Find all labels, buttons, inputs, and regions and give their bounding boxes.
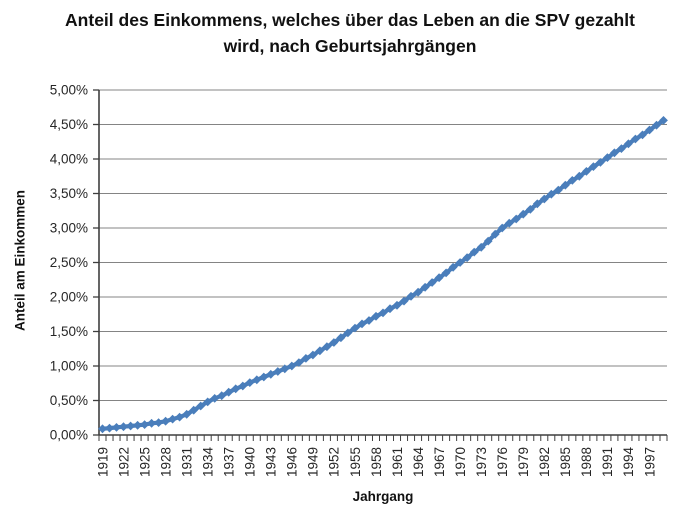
x-tick-label: 1934 — [200, 447, 215, 478]
x-tick-label: 1988 — [579, 447, 594, 477]
x-tick-label: 1994 — [621, 447, 636, 478]
x-tick-label: 1946 — [285, 447, 300, 477]
y-tick-label: 1,00% — [50, 359, 88, 374]
y-tick-label: 2,00% — [50, 290, 88, 305]
y-tick-label: 4,00% — [50, 152, 88, 167]
x-tick-label: 1955 — [348, 447, 363, 477]
x-tick-label: 1949 — [306, 447, 321, 477]
x-axis-title: Jahrgang — [352, 489, 414, 504]
y-tick-label: 0,00% — [50, 428, 88, 443]
y-tick-label: 2,50% — [50, 255, 88, 270]
y-tick-label: 4,50% — [50, 117, 88, 132]
x-tick-label: 1958 — [369, 447, 384, 477]
x-tick-label: 1991 — [600, 447, 615, 477]
chart-title: Anteil des Einkommens, welches über das … — [65, 10, 635, 57]
x-tick-label: 1952 — [327, 447, 342, 477]
x-tick-label: 1919 — [95, 447, 110, 477]
x-tick-label: 1970 — [453, 447, 468, 477]
x-tick-label: 1928 — [158, 447, 173, 477]
x-tick-label: 1997 — [642, 447, 657, 477]
x-tick-label: 1964 — [411, 447, 426, 478]
x-tick-label: 1973 — [474, 447, 489, 477]
data-series-markers — [98, 116, 668, 434]
x-tick-label: 1961 — [390, 447, 405, 477]
data-series-line — [102, 118, 665, 431]
x-tick-label: 1922 — [116, 447, 131, 477]
y-tick-label: 5,00% — [50, 83, 88, 98]
x-tick-label: 1931 — [179, 447, 194, 477]
y-tick-label: 1,50% — [50, 324, 88, 339]
x-tick-label: 1943 — [264, 447, 279, 477]
x-tick-label: 1976 — [495, 447, 510, 477]
y-tick-label: 3,50% — [50, 186, 88, 201]
x-tick-label: 1979 — [516, 447, 531, 477]
x-tick-label: 1940 — [243, 447, 258, 477]
x-tick-label: 1937 — [222, 447, 237, 477]
y-tick-label: 3,00% — [50, 221, 88, 236]
y-tick-label: 0,50% — [50, 393, 88, 408]
x-tick-label: 1967 — [432, 447, 447, 477]
x-tick-label: 1925 — [137, 447, 152, 477]
x-tick-label: 1982 — [537, 447, 552, 477]
x-tick-label: 1985 — [558, 447, 573, 477]
y-axis-title: Anteil am Einkommen — [12, 189, 28, 332]
